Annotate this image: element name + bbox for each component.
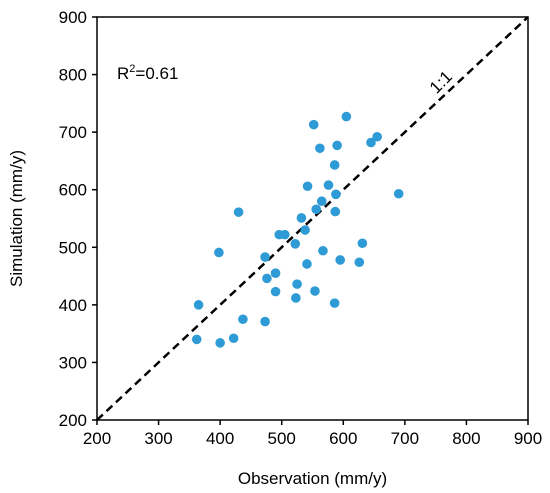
- x-tick-label: 300: [144, 429, 172, 448]
- x-axis-title: Observation (mm/y): [238, 469, 387, 488]
- data-point: [302, 181, 313, 192]
- data-point: [238, 314, 248, 325]
- data-point: [260, 252, 270, 262]
- data-point: [308, 119, 319, 130]
- y-tick-label: 400: [59, 296, 87, 315]
- data-point: [318, 245, 328, 256]
- data-point: [372, 131, 382, 142]
- data-points: [191, 111, 404, 348]
- data-point: [292, 279, 302, 289]
- data-point: [260, 316, 270, 327]
- data-point: [191, 334, 202, 345]
- data-point: [193, 300, 204, 310]
- y-axis-ticks: 200 300 400 500 600 700 800 900: [59, 8, 97, 430]
- y-tick-label: 700: [59, 123, 87, 142]
- data-point: [341, 111, 352, 122]
- x-tick-label: 500: [268, 429, 296, 448]
- r2-prefix: R: [117, 64, 129, 83]
- data-point: [329, 298, 340, 308]
- data-point: [290, 239, 301, 249]
- data-point: [315, 143, 325, 154]
- data-point: [329, 160, 340, 170]
- x-tick-label: 900: [514, 429, 542, 448]
- y-tick-label: 800: [59, 66, 87, 85]
- identity-line-label: 1:1: [426, 67, 456, 97]
- data-point: [300, 225, 310, 235]
- data-point: [316, 196, 327, 207]
- y-tick-label: 200: [59, 411, 87, 430]
- data-point: [228, 333, 239, 344]
- data-point: [310, 286, 320, 296]
- data-point: [393, 188, 404, 199]
- y-tick-label: 500: [59, 238, 87, 257]
- x-tick-label: 200: [83, 429, 111, 448]
- data-point: [332, 140, 342, 151]
- data-point: [311, 204, 321, 215]
- data-point: [366, 137, 376, 148]
- data-point: [270, 268, 281, 278]
- data-point: [302, 259, 312, 269]
- y-tick-label: 300: [59, 353, 87, 372]
- data-point: [335, 255, 346, 265]
- data-point: [215, 338, 225, 348]
- data-point: [296, 213, 307, 223]
- y-axis-title: Simulation (mm/y): [7, 150, 26, 287]
- data-point: [270, 286, 281, 297]
- x-tick-label: 800: [452, 429, 480, 448]
- x-axis-ticks: 200 300 400 500 600 700 800 900: [83, 420, 542, 448]
- data-point: [331, 189, 341, 200]
- data-point: [214, 247, 224, 258]
- data-point: [354, 257, 365, 268]
- identity-line: [96, 16, 529, 421]
- data-point: [291, 293, 301, 303]
- x-tick-label: 700: [391, 429, 419, 448]
- r2-superscript: 2: [129, 63, 135, 75]
- y-tick-label: 600: [59, 181, 87, 200]
- y-tick-label: 900: [59, 8, 87, 27]
- data-point: [323, 180, 334, 190]
- data-point: [233, 207, 244, 217]
- data-point: [357, 238, 368, 249]
- plot-frame: [96, 16, 529, 421]
- r-squared-annotation: R2=0.61: [117, 63, 178, 83]
- data-point: [330, 206, 341, 217]
- data-point: [262, 273, 272, 284]
- x-tick-label: 600: [329, 429, 357, 448]
- data-point: [279, 229, 290, 240]
- r2-value: =0.61: [135, 64, 178, 83]
- x-tick-label: 400: [206, 429, 234, 448]
